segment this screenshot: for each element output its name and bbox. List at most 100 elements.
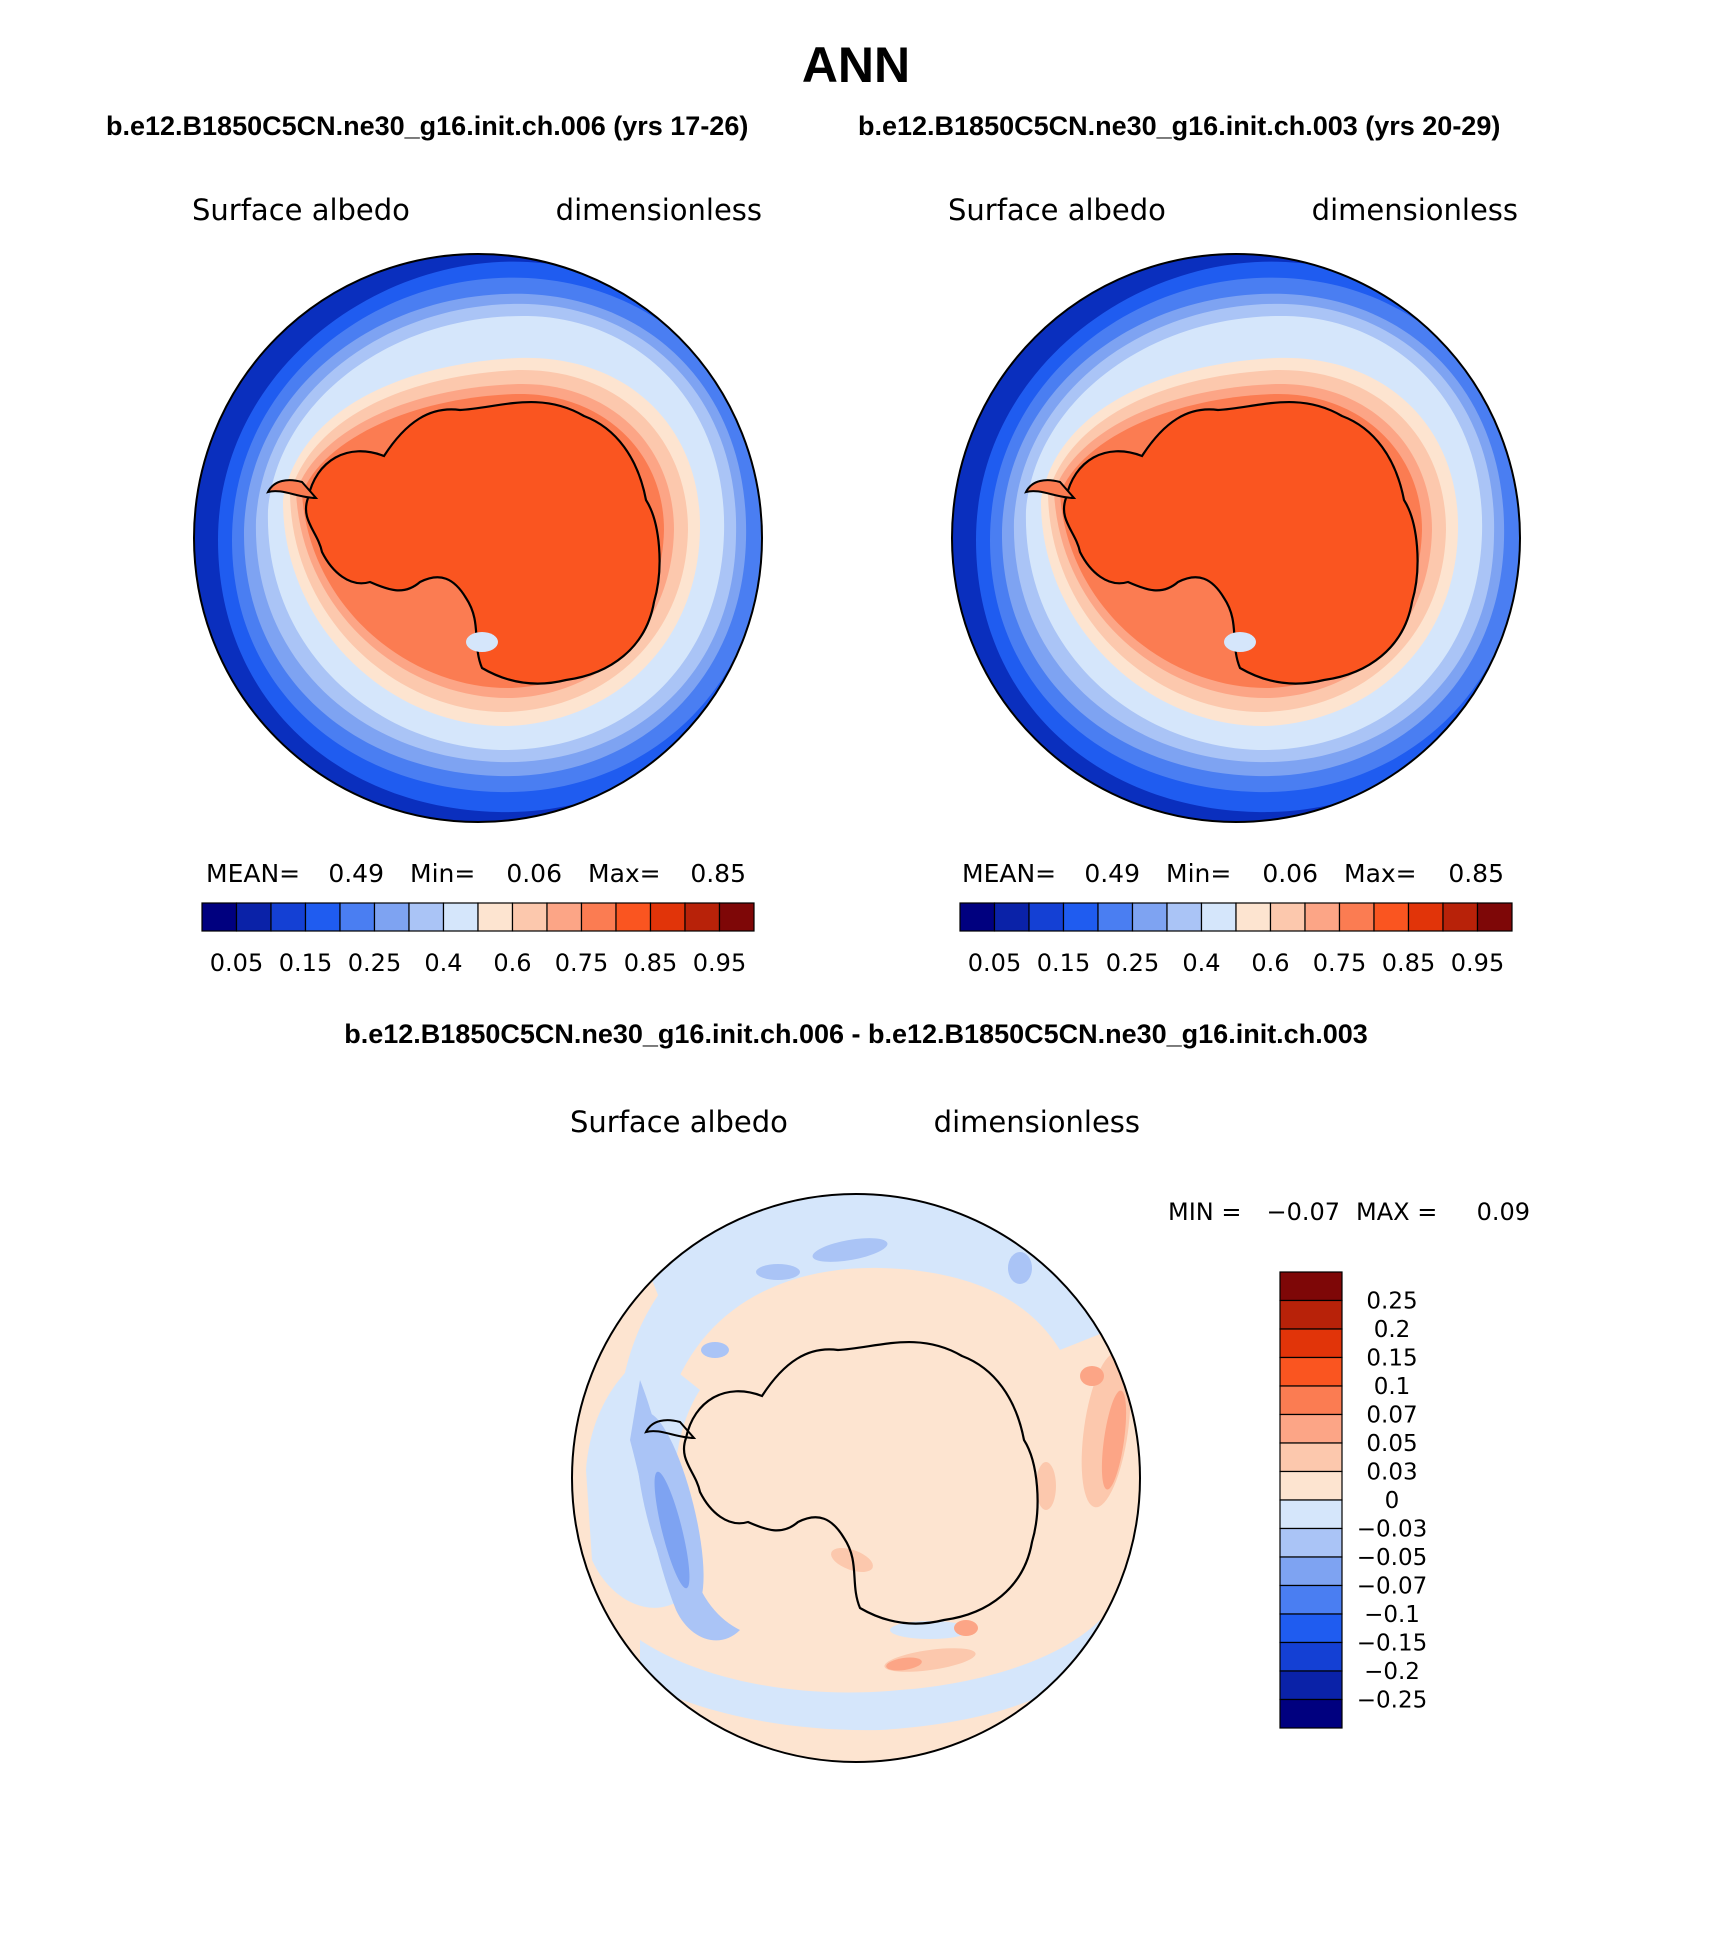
colorbar-swatch — [649, 902, 686, 932]
max-label: Max= — [1344, 859, 1417, 888]
colorbar-swatch — [1279, 1499, 1343, 1530]
variable-label: Surface albedo — [570, 1105, 788, 1139]
colorbar-swatch — [477, 902, 514, 932]
colorbar-tick-label: 0.2 — [1374, 1317, 1411, 1343]
colorbar-tick-label: 0.25 — [1366, 1289, 1417, 1315]
colorbar-swatch — [442, 902, 479, 932]
units-label: dimensionless — [934, 1105, 1140, 1139]
max-value: 0.09 — [1477, 1198, 1530, 1226]
colorbar-swatch — [408, 902, 445, 932]
panel-difference: Surface albedo dimensionless — [570, 1105, 1530, 1763]
min-label: Min= — [1166, 859, 1231, 888]
colorbar: 0.05 0.15 0.25 0.4 0.6 0.75 0.85 0.95 — [201, 902, 755, 977]
colorbar-tick-label: 0.4 — [424, 949, 462, 977]
min-value: 0.06 — [1262, 859, 1318, 888]
colorbar-swatch — [1279, 1328, 1343, 1359]
colorbar-swatch — [1166, 902, 1203, 932]
albedo-map — [952, 254, 1520, 822]
colorbar-tick-label: 0.6 — [493, 949, 531, 977]
panel-right: Surface albedo dimensionless MEAN= — [948, 193, 1521, 977]
colorbar-swatch — [1279, 1698, 1343, 1729]
colorbar-swatch — [546, 902, 583, 932]
colorbar-tick-label: 0.4 — [1182, 949, 1220, 977]
colorbar-tick-label: 0 — [1385, 1488, 1400, 1514]
colorbar-swatch — [1028, 902, 1065, 932]
colorbar-swatch — [1338, 902, 1375, 932]
min-label: Min= — [410, 859, 475, 888]
colorbar-swatch — [993, 902, 1030, 932]
colorbar-tick-label: 0.25 — [1106, 949, 1159, 977]
colorbar-swatch — [201, 902, 238, 932]
colorbar-tick-label: 0.25 — [348, 949, 401, 977]
max-label: Max= — [588, 859, 661, 888]
colorbar-swatch — [615, 902, 652, 932]
colorbar-swatch — [1279, 1271, 1343, 1302]
units-label: dimensionless — [556, 193, 762, 227]
colorbar-tick-label: −0.1 — [1364, 1602, 1420, 1628]
colorbar-tick-label: 0.05 — [968, 949, 1021, 977]
min-value: −0.07 — [1266, 1198, 1340, 1226]
colorbar-swatch — [1279, 1470, 1343, 1501]
colorbar-tick-label: 0.03 — [1366, 1460, 1417, 1486]
colorbar-tick-label: 0.05 — [1366, 1431, 1417, 1457]
max-label: MAX = — [1356, 1198, 1437, 1226]
mean-value: 0.49 — [1084, 859, 1140, 888]
max-value: 0.85 — [1448, 859, 1504, 888]
colorbar-swatch — [1304, 902, 1341, 932]
colorbar-swatch — [235, 902, 272, 932]
colorbar-swatch — [1279, 1442, 1343, 1473]
colorbar-swatch — [1476, 902, 1513, 932]
albedo-map — [194, 254, 762, 822]
colorbar-tick-label: 0.85 — [624, 949, 677, 977]
colorbar-swatch — [580, 902, 617, 932]
colorbar-tick-label: 0.15 — [1366, 1346, 1417, 1372]
colorbar-tick-label: 0.15 — [1037, 949, 1090, 977]
colorbar-swatch — [1407, 902, 1444, 932]
colorbar-swatch — [1279, 1556, 1343, 1587]
left-case-title: b.e12.B1850C5CN.ne30_g16.init.ch.006 (yr… — [106, 111, 748, 141]
colorbar-swatch — [1279, 1413, 1343, 1444]
mean-value: 0.49 — [328, 859, 384, 888]
difference-title: b.e12.B1850C5CN.ne30_g16.init.ch.006 - b… — [344, 1019, 1368, 1049]
colorbar-swatch — [270, 902, 307, 932]
colorbar-tick-label: −0.2 — [1364, 1659, 1420, 1685]
colorbar-tick-label: −0.07 — [1357, 1574, 1427, 1600]
colorbar-swatch — [1373, 902, 1410, 932]
colorbar-swatch — [684, 902, 721, 932]
colorbar-swatch — [1279, 1641, 1343, 1672]
colorbar-swatch — [718, 902, 755, 932]
colorbar-tick-label: 0.15 — [279, 949, 332, 977]
colorbar-swatch — [373, 902, 410, 932]
colorbar-swatch — [1097, 902, 1134, 932]
colorbar-swatch — [1279, 1385, 1343, 1416]
colorbar-tick-label: 0.75 — [555, 949, 608, 977]
colorbar-swatch — [1279, 1527, 1343, 1558]
panel-left: Surface albedo dimensionless MEAN= — [192, 193, 763, 977]
colorbar-swatch — [1200, 902, 1237, 932]
colorbar-tick-label: 0.05 — [210, 949, 263, 977]
colorbar-swatch — [1269, 902, 1306, 932]
colorbar-swatch — [1279, 1670, 1343, 1701]
min-label: MIN = — [1168, 1198, 1241, 1226]
colorbar-tick-label: −0.25 — [1357, 1688, 1427, 1714]
mean-label: MEAN= — [206, 859, 300, 888]
colorbar-swatch — [1062, 902, 1099, 932]
colorbar-tick-label: −0.05 — [1357, 1545, 1427, 1571]
colorbar-swatch — [959, 902, 996, 932]
colorbar-swatch — [1279, 1356, 1343, 1387]
colorbar: 0.250.2 0.150.1 0.070.05 0.030 −0.03−0.05 −0.… — [1279, 1271, 1427, 1729]
figure-title: ANN — [802, 37, 910, 93]
min-value: 0.06 — [506, 859, 562, 888]
colorbar-swatch — [1442, 902, 1479, 932]
colorbar-swatch — [1235, 902, 1272, 932]
colorbar-swatch — [1279, 1299, 1343, 1330]
max-value: 0.85 — [690, 859, 746, 888]
colorbar-tick-label: −0.03 — [1357, 1517, 1427, 1543]
colorbar-tick-label: 0.1 — [1374, 1374, 1411, 1400]
mean-label: MEAN= — [962, 859, 1056, 888]
colorbar-tick-label: 0.75 — [1313, 949, 1366, 977]
colorbar-tick-label: 0.6 — [1251, 949, 1289, 977]
colorbar-swatch — [511, 902, 548, 932]
variable-label: Surface albedo — [192, 193, 410, 227]
colorbar-swatch — [1131, 902, 1168, 932]
